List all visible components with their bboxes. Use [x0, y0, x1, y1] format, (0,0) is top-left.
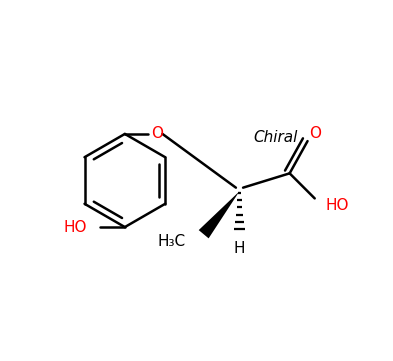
Text: Chiral: Chiral: [253, 130, 298, 145]
Text: HO: HO: [64, 219, 87, 235]
Text: H₃C: H₃C: [158, 234, 186, 249]
Text: H: H: [234, 242, 245, 256]
Polygon shape: [199, 191, 239, 238]
Text: O: O: [309, 126, 321, 142]
Text: HO: HO: [325, 198, 349, 213]
Text: O: O: [151, 126, 163, 142]
